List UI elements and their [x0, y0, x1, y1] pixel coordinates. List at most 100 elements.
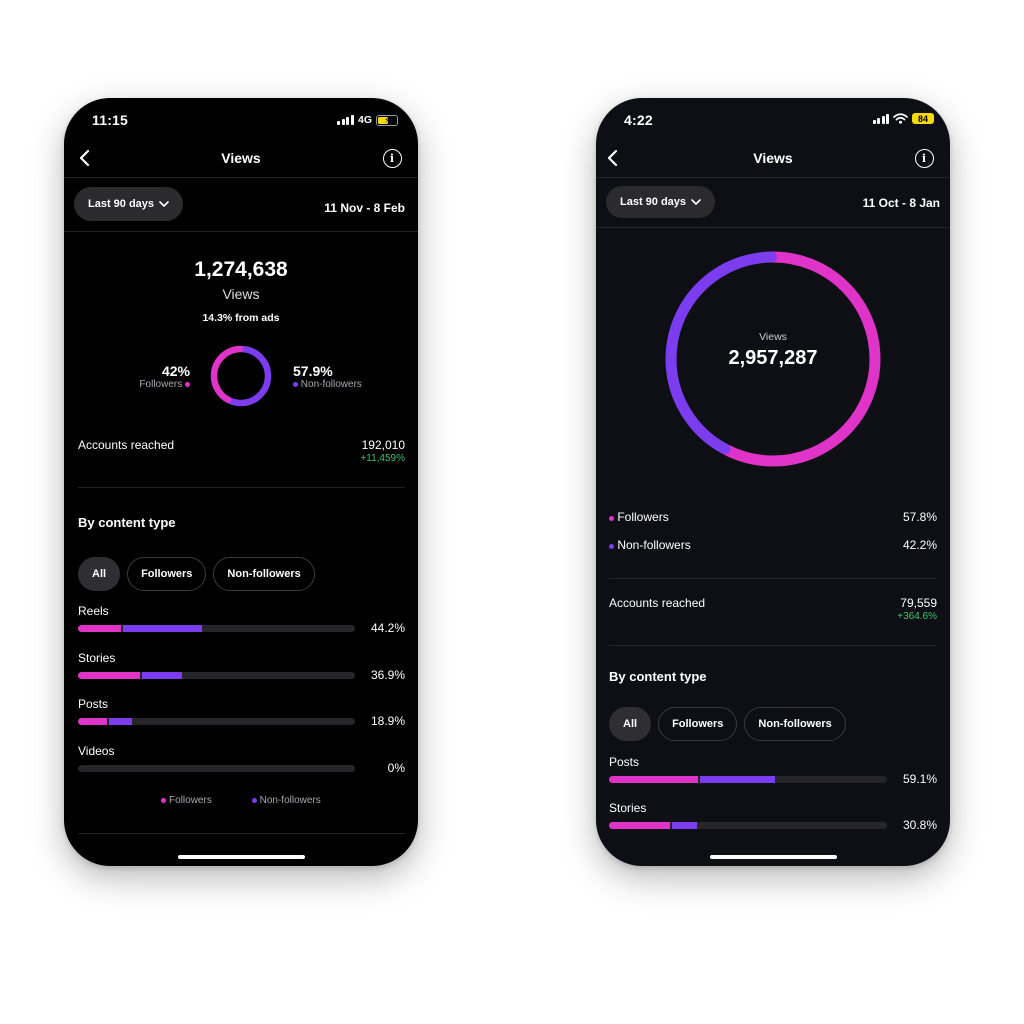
content-type-pct: 18.9% [370, 714, 405, 728]
bar-segment-nonfollowers [699, 776, 776, 783]
nonfollowers-share: 57.9% Non-followers [293, 363, 362, 390]
wifi-icon [893, 113, 908, 124]
donut-label: Views [759, 331, 787, 343]
content-type-bar [78, 671, 355, 679]
chevron-down-icon [159, 200, 169, 207]
info-button[interactable]: i [912, 146, 936, 170]
total-views-label: Views [222, 286, 260, 302]
battery-icon: 84 [912, 113, 934, 124]
info-icon: i [382, 148, 402, 168]
chip-nonfollowers[interactable]: Non-followers [213, 557, 315, 591]
bar-segment-followers [78, 718, 108, 725]
breakdown-followers: Followers [609, 510, 669, 524]
date-filter-dropdown[interactable]: Last 90 days [74, 187, 184, 221]
content-type-title: By content type [609, 669, 707, 684]
chevron-left-icon [607, 149, 618, 167]
home-indicator[interactable] [710, 855, 837, 859]
date-range: 11 Oct - 8 Jan [862, 196, 940, 210]
nonfollowers-dot [293, 382, 298, 387]
phone-screen-right: 4:22 84 Views i Last 90 days 11 Oct - 8 … [596, 98, 950, 866]
chart-legend: Followers Non-followers [64, 795, 418, 806]
content-filter-chips: All Followers Non-followers [78, 557, 315, 591]
chip-nonfollowers[interactable]: Non-followers [744, 707, 846, 741]
section-divider-2 [609, 645, 937, 646]
views-donut-chart [665, 251, 881, 467]
chip-followers[interactable]: Followers [127, 557, 207, 591]
battery-level: 84 [917, 113, 928, 124]
chip-all[interactable]: All [78, 557, 121, 591]
content-filter-chips: All Followers Non-followers [609, 707, 846, 741]
total-views: 2,957,287 [728, 347, 818, 369]
bar-segment-nonfollowers [671, 822, 697, 829]
back-button[interactable] [600, 146, 624, 170]
bar-segment-followers [78, 671, 141, 679]
bar-segment-followers [609, 776, 698, 783]
content-type-label: Videos [78, 743, 115, 758]
ads-note: 14.3% from ads [202, 312, 280, 324]
date-filter-label: Last 90 days [620, 196, 687, 208]
breakdown-nonfollowers: Non-followers [609, 538, 691, 552]
content-type-title: By content type [78, 515, 176, 530]
filter-divider [596, 227, 950, 228]
signal-icon [337, 115, 354, 125]
content-type-bar [78, 718, 355, 725]
breakdown-nonfollowers-pct: 42.2% [902, 538, 937, 552]
bar-segment-nonfollowers [142, 671, 183, 679]
content-type-label: Posts [78, 697, 109, 711]
content-type-bar [609, 822, 887, 829]
accounts-reached-value: 79,559 [900, 596, 937, 610]
section-divider [78, 487, 405, 488]
network-label: 4G [357, 114, 372, 126]
date-filter-label: Last 90 days [88, 198, 155, 210]
header-divider [596, 177, 950, 178]
content-type-label: Stories [609, 801, 647, 815]
info-icon: i [914, 148, 934, 168]
footer-divider [78, 833, 405, 834]
nonfollowers-label: Non-followers [300, 379, 362, 390]
followers-pct: 42% [161, 363, 190, 379]
content-type-pct: 44.2% [370, 621, 405, 635]
content-type-bar [609, 776, 887, 783]
accounts-reached-change: +11,459% [360, 453, 405, 464]
content-type-pct: 30.8% [902, 818, 937, 832]
followers-dot [185, 382, 190, 387]
filter-divider [64, 231, 418, 232]
chevron-down-icon [691, 198, 701, 205]
phone-screen-left: 11:15 4G ⚡ Views i Last 90 days 11 Nov -… [64, 98, 418, 866]
status-indicators: 84 [872, 113, 934, 124]
bar-segment-nonfollowers [123, 625, 203, 632]
donut-segment-nonfollowers [665, 251, 881, 467]
legend-nonfollowers-dot [251, 798, 257, 803]
accounts-reached-value: 192,010 [361, 438, 405, 452]
battery-icon: ⚡ [376, 114, 398, 126]
content-type-pct: 59.1% [902, 772, 937, 786]
bar-segment-followers [609, 822, 670, 829]
signal-icon [872, 113, 889, 124]
views-donut-chart [210, 345, 272, 407]
accounts-reached-label: Accounts reached [78, 438, 175, 452]
date-range: 11 Nov - 8 Feb [324, 201, 405, 215]
legend-followers: Followers [169, 795, 212, 806]
breakdown-nonfollowers-label: Non-followers [617, 538, 691, 552]
breakdown-followers-label: Followers [617, 510, 669, 524]
content-type-label: Reels [78, 604, 109, 618]
nonfollowers-pct: 57.9% [293, 363, 333, 379]
page-title: Views [221, 150, 261, 166]
home-indicator[interactable] [178, 855, 305, 859]
chevron-left-icon [79, 149, 90, 167]
back-button[interactable] [72, 146, 96, 170]
donut-segment-followers [210, 345, 272, 407]
date-filter-dropdown[interactable]: Last 90 days [606, 186, 716, 218]
status-time: 11:15 [92, 112, 129, 128]
info-button[interactable]: i [380, 146, 404, 170]
followers-share: 42% Followers [139, 363, 190, 390]
legend-nonfollowers: Non-followers [259, 795, 321, 806]
content-type-label: Posts [609, 755, 640, 769]
chip-followers[interactable]: Followers [658, 707, 738, 741]
breakdown-followers-pct: 57.8% [902, 510, 937, 524]
header-divider [64, 177, 418, 178]
accounts-reached-change: +364.6% [897, 611, 937, 622]
chip-all[interactable]: All [609, 707, 652, 741]
content-type-bar [78, 625, 355, 632]
status-time: 4:22 [624, 112, 653, 128]
